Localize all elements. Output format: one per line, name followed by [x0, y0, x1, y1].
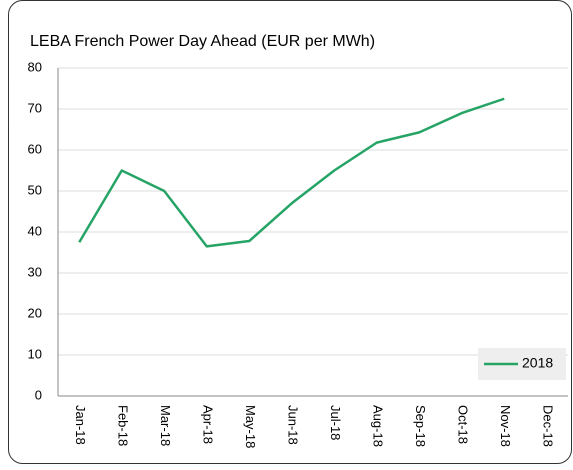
- x-tick-label: Mar-18: [158, 405, 173, 446]
- legend-label: 2018: [522, 355, 553, 371]
- x-tick-label: Feb-18: [115, 405, 130, 446]
- x-tick-label: Oct-18: [455, 405, 470, 444]
- y-tick-label: 50: [28, 182, 42, 197]
- x-tick-label: Jun-18: [285, 405, 300, 445]
- y-tick-label: 60: [28, 141, 42, 156]
- x-tick-label: Jan-18: [73, 405, 88, 445]
- y-tick-label: 40: [28, 223, 42, 238]
- y-tick-label: 0: [35, 387, 42, 402]
- x-tick-label: May-18: [243, 405, 258, 448]
- x-tick-label: Apr-18: [200, 405, 215, 444]
- line: [78, 97, 505, 248]
- y-tick-label: 10: [28, 346, 42, 361]
- x-tick-label: Dec-18: [540, 405, 555, 447]
- chart-title: LEBA French Power Day Ahead (EUR per MWh…: [30, 33, 375, 50]
- x-tick-label: Aug-18: [370, 405, 385, 447]
- y-tick-label: 70: [28, 100, 42, 115]
- x-tick-label: Nov-18: [498, 405, 513, 447]
- y-tick-label: 30: [28, 264, 42, 279]
- x-tick-label: Sep-18: [413, 405, 428, 447]
- x-tick-label: Jul-18: [328, 405, 343, 440]
- y-tick-label: 80: [28, 59, 42, 74]
- y-tick-label: 20: [28, 305, 42, 320]
